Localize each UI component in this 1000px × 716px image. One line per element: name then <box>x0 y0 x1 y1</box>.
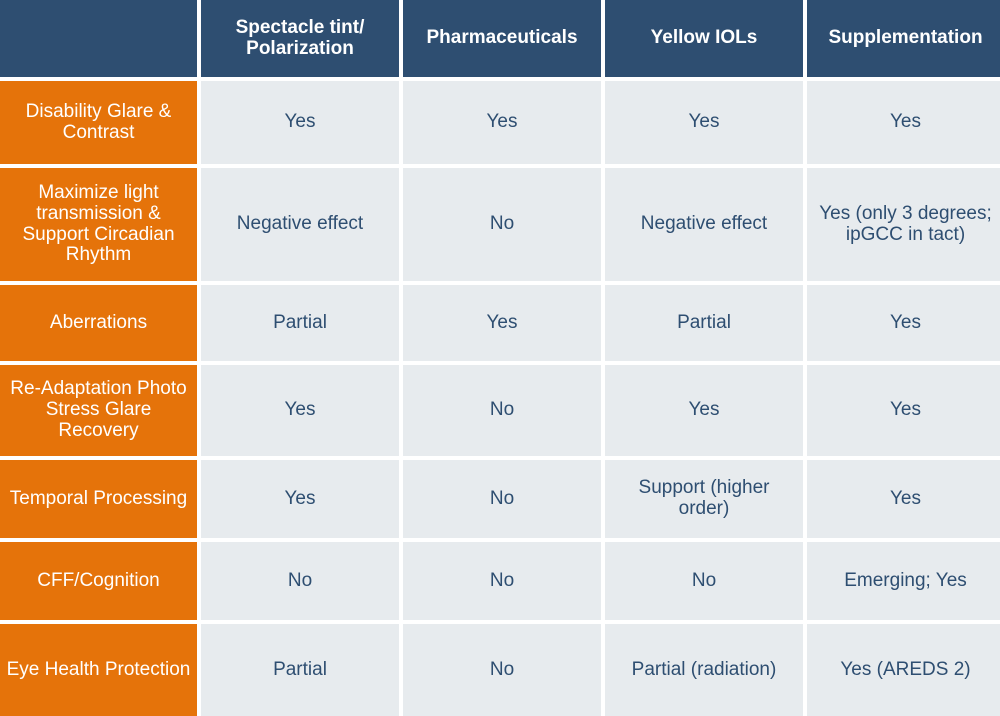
row-header-aberrations: Aberrations <box>0 285 197 361</box>
column-header-yellow-iols: Yellow IOLs <box>605 0 803 77</box>
table-cell: Yes <box>807 81 1000 164</box>
table-cell: Yes <box>807 365 1000 456</box>
table-cell: No <box>605 542 803 620</box>
table-cell: Yes <box>605 81 803 164</box>
row-header-temporal-processing: Temporal Processing <box>0 460 197 538</box>
table-cell: Emerging; Yes <box>807 542 1000 620</box>
table-cell: No <box>403 460 601 538</box>
row-header-disability-glare: Disability Glare & Contrast <box>0 81 197 164</box>
table-cell: Yes (only 3 degrees; ipGCC in tact) <box>807 168 1000 281</box>
table-corner <box>0 0 197 77</box>
row-header-re-adaptation: Re-Adaptation Photo Stress Glare Recover… <box>0 365 197 456</box>
table-cell: Partial <box>201 624 399 716</box>
table-cell: Yes <box>807 285 1000 361</box>
table-cell: Yes <box>807 460 1000 538</box>
column-header-spectacle-tint: Spectacle tint/ Polarization <box>201 0 399 77</box>
table-cell: No <box>403 624 601 716</box>
table-cell: Partial (radiation) <box>605 624 803 716</box>
column-header-pharmaceuticals: Pharmaceuticals <box>403 0 601 77</box>
table-cell: Partial <box>201 285 399 361</box>
table-cell: Support (higher order) <box>605 460 803 538</box>
table-cell: Partial <box>605 285 803 361</box>
row-header-eye-health: Eye Health Protection <box>0 624 197 716</box>
table-cell: Yes <box>605 365 803 456</box>
table-cell: No <box>201 542 399 620</box>
table-cell: No <box>403 168 601 281</box>
table-cell: Negative effect <box>201 168 399 281</box>
table-cell: Yes <box>201 460 399 538</box>
table-cell: Negative effect <box>605 168 803 281</box>
table-cell: No <box>403 542 601 620</box>
table-cell: Yes (AREDS 2) <box>807 624 1000 716</box>
table-cell: Yes <box>403 285 601 361</box>
table-cell: Yes <box>403 81 601 164</box>
row-header-light-transmission: Maximize light transmission & Support Ci… <box>0 168 197 281</box>
table-cell: Yes <box>201 81 399 164</box>
table-cell: No <box>403 365 601 456</box>
table-cell: Yes <box>201 365 399 456</box>
row-header-cff-cognition: CFF/Cognition <box>0 542 197 620</box>
column-header-supplementation: Supplementation <box>807 0 1000 77</box>
